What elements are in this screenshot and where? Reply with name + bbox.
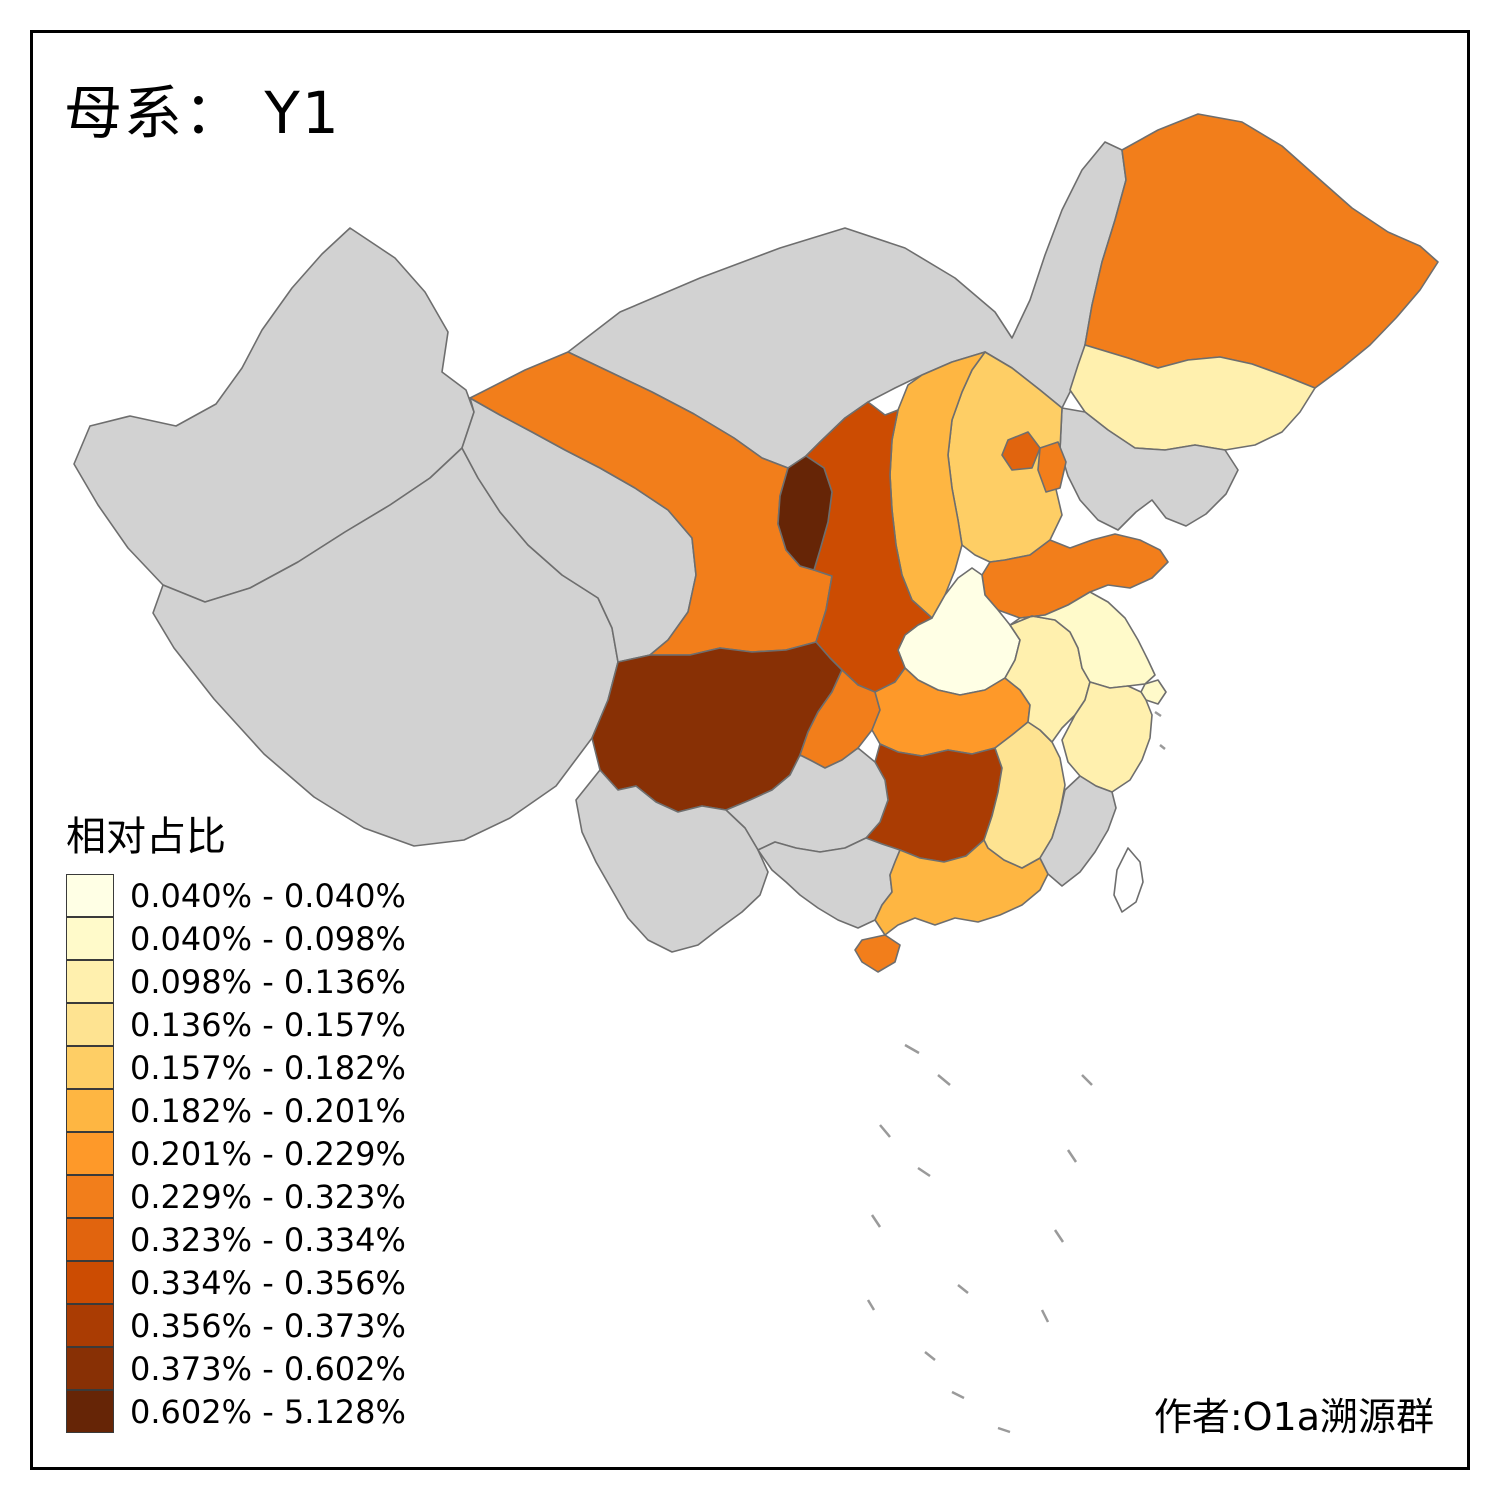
legend-item: 0.373% - 0.602%: [66, 1346, 406, 1390]
legend-swatch-5: [66, 1045, 114, 1089]
legend-swatch-4: [66, 1002, 114, 1046]
provinces: [73, 113, 1439, 973]
legend-item: 0.098% - 0.136%: [66, 959, 406, 1003]
province-jiangsu: [1009, 591, 1156, 689]
legend-item: 0.201% - 0.229%: [66, 1131, 406, 1175]
legend-swatch-11: [66, 1303, 114, 1347]
legend-item: 0.323% - 0.334%: [66, 1217, 406, 1261]
province-beijing: [1001, 431, 1041, 471]
legend-item: 0.136% - 0.157%: [66, 1002, 406, 1046]
province-fujian: [1039, 775, 1117, 887]
province-taiwan: [1113, 847, 1144, 913]
attribution: 作者:O1a溯源群: [1153, 1395, 1434, 1439]
legend-label-5: 0.157% - 0.182%: [130, 1048, 406, 1087]
legend-swatch-8: [66, 1174, 114, 1218]
province-heilongjiang: [1084, 113, 1439, 389]
legend-label-9: 0.323% - 0.334%: [130, 1220, 406, 1259]
legend-swatch-3: [66, 959, 114, 1003]
legend-swatch-6: [66, 1088, 114, 1132]
legend-swatch-12: [66, 1346, 114, 1390]
legend-label-6: 0.182% - 0.201%: [130, 1091, 406, 1130]
legend-label-10: 0.334% - 0.356%: [130, 1263, 406, 1302]
legend-swatch-9: [66, 1217, 114, 1261]
legend-swatch-1: [66, 873, 114, 917]
legend-item: 0.157% - 0.182%: [66, 1045, 406, 1089]
legend-item: 0.356% - 0.373%: [66, 1303, 406, 1347]
plot-border: [30, 30, 1470, 1470]
legend-label-7: 0.201% - 0.229%: [130, 1134, 406, 1173]
legend-label-12: 0.373% - 0.602%: [130, 1349, 406, 1388]
legend-item: 0.334% - 0.356%: [66, 1260, 406, 1304]
legend-label-8: 0.229% - 0.323%: [130, 1177, 406, 1216]
legend-item: 0.182% - 0.201%: [66, 1088, 406, 1132]
legend-label-1: 0.040% - 0.040%: [130, 876, 406, 915]
legend-item: 0.229% - 0.323%: [66, 1174, 406, 1218]
legend-swatch-7: [66, 1131, 114, 1175]
province-hainan: [854, 934, 901, 973]
legend-swatch-13: [66, 1389, 114, 1433]
legend-item: 0.040% - 0.040%: [66, 873, 406, 917]
south-china-sea-islands: [866, 710, 1166, 1434]
legend: 相对占比 0.040% - 0.040% 0.040% - 0.098% 0.0…: [66, 812, 406, 1433]
legend-title: 相对占比: [66, 814, 226, 860]
legend-label-11: 0.356% - 0.373%: [130, 1306, 406, 1345]
province-liaoning: [1059, 407, 1239, 531]
map-title: 母系： Y1: [64, 79, 341, 147]
legend-label-13: 0.602% - 5.128%: [130, 1392, 406, 1431]
province-zhejiang: [1061, 681, 1153, 793]
province-yunnan: [575, 769, 769, 953]
legend-label-4: 0.136% - 0.157%: [130, 1005, 406, 1044]
legend-label-2: 0.040% - 0.098%: [130, 919, 406, 958]
legend-swatch-10: [66, 1260, 114, 1304]
legend-label-3: 0.098% - 0.136%: [130, 962, 406, 1001]
province-ningxia: [777, 455, 833, 571]
legend-swatch-2: [66, 916, 114, 960]
legend-item: 0.040% - 0.098%: [66, 916, 406, 960]
legend-item: 0.602% - 5.128%: [66, 1389, 406, 1433]
province-tianjin: [1037, 441, 1067, 493]
